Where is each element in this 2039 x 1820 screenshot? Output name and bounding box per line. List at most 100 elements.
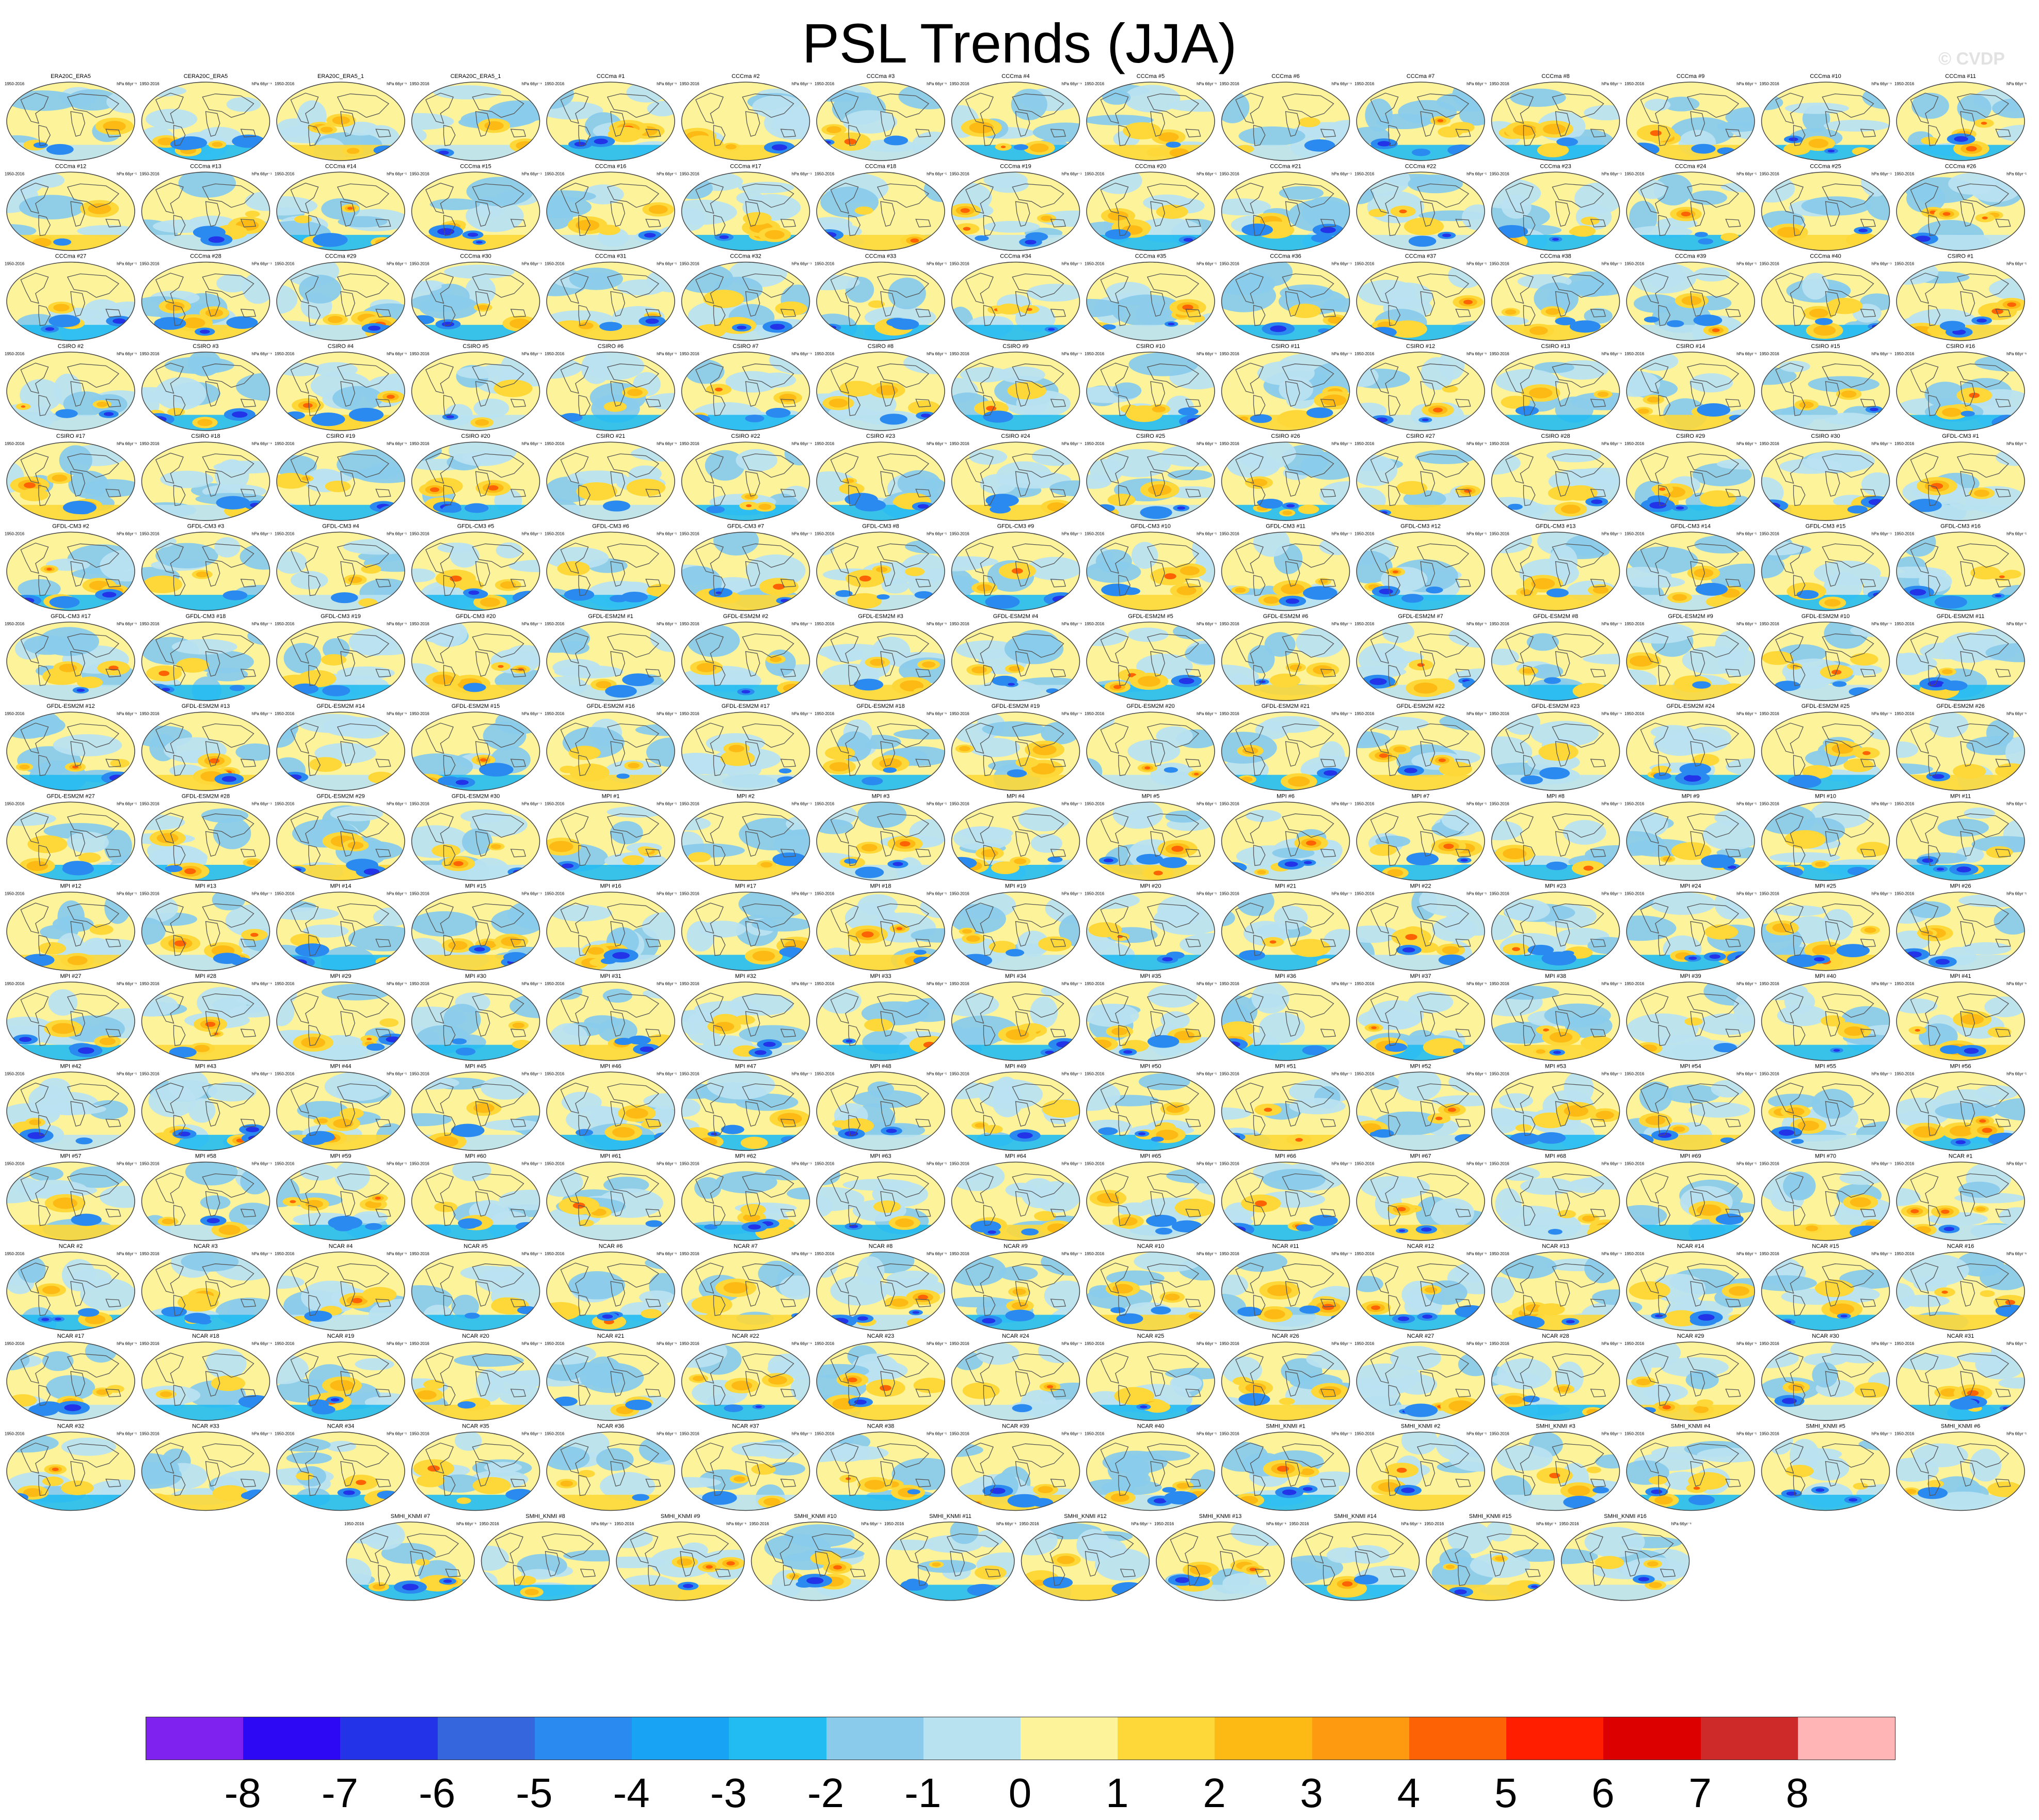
panel-units: hPa 66yr⁻¹ [1332,711,1352,716]
panel-units: hPa 66yr⁻¹ [927,622,947,626]
map-panel: MPI #1 1950-2016 hPa 66yr⁻¹ [545,793,677,881]
map-panel: NCAR #26 1950-2016 hPa 66yr⁻¹ [1220,1333,1352,1421]
panel-period: 1950-2016 [1355,711,1375,716]
panel-title: NCAR #24 [1002,1333,1029,1339]
map-panel: MPI #3 1950-2016 hPa 66yr⁻¹ [815,793,947,881]
panel-title: NCAR #1 [1949,1153,1972,1160]
panel-period: 1950-2016 [275,262,295,266]
panel-title: MPI #64 [1005,1153,1026,1160]
panel-period: 1950-2016 [1085,1252,1105,1256]
panel-units: hPa 66yr⁻¹ [1872,352,1892,356]
panel-period: 1950-2016 [275,1252,295,1256]
map-panel: SMHI_KNMI #15 1950-2016 hPa 66yr⁻¹ [1424,1513,1556,1601]
panel-period: 1950-2016 [1760,982,1780,986]
map-panel: MPI #21 1950-2016 hPa 66yr⁻¹ [1220,883,1352,971]
map-panel: CSIRO #23 1950-2016 hPa 66yr⁻¹ [815,433,947,521]
map-panel: NCAR #36 1950-2016 hPa 66yr⁻¹ [545,1423,677,1511]
panel-units: hPa 66yr⁻¹ [1872,1162,1892,1166]
panel-period: 1950-2016 [1355,262,1375,266]
panel-units: hPa 66yr⁻¹ [792,352,812,356]
panel-period: 1950-2016 [1424,1522,1444,1526]
map-panel: NCAR #39 1950-2016 hPa 66yr⁻¹ [950,1423,1082,1511]
map-panel: MPI #43 1950-2016 hPa 66yr⁻¹ [140,1063,272,1151]
panel-units: hPa 66yr⁻¹ [1602,711,1622,716]
panel-period: 1950-2016 [275,982,295,986]
panel-period: 1950-2016 [1760,441,1780,446]
colorbar-box [243,1717,341,1760]
panel-period: 1950-2016 [1490,262,1510,266]
panel-units: hPa 66yr⁻¹ [657,1162,677,1166]
panel-units: hPa 66yr⁻¹ [1062,1252,1082,1256]
panel-period: 1950-2016 [815,532,835,536]
panel-units: hPa 66yr⁻¹ [387,1432,407,1436]
panel-units: hPa 66yr⁻¹ [252,532,272,536]
panel-units: hPa 66yr⁻¹ [927,982,947,986]
panel-units: hPa 66yr⁻¹ [522,1071,542,1076]
panel-title: SMHI_KNMI #2 [1401,1423,1440,1430]
map-panel: NCAR #11 1950-2016 hPa 66yr⁻¹ [1220,1243,1352,1331]
map-panel: GFDL-ESM2M #1 1950-2016 hPa 66yr⁻¹ [545,613,677,701]
panel-units: hPa 66yr⁻¹ [927,82,947,86]
panel-title: CERA20C_ERA5_1 [451,73,501,80]
panel-period: 1950-2016 [545,441,565,446]
panel-units: hPa 66yr⁻¹ [1602,982,1622,986]
map-panel: CSIRO #16 1950-2016 hPa 66yr⁻¹ [1894,343,2027,431]
panel-period: 1950-2016 [5,892,25,896]
map-panel: CSIRO #10 1950-2016 hPa 66yr⁻¹ [1085,343,1217,431]
panel-units: hPa 66yr⁻¹ [252,982,272,986]
panel-title: MPI #2 [737,793,755,799]
map-panel: NCAR #16 1950-2016 hPa 66yr⁻¹ [1894,1243,2027,1331]
map-panel: MPI #39 1950-2016 hPa 66yr⁻¹ [1624,973,1757,1061]
map-panel: CSIRO #18 1950-2016 hPa 66yr⁻¹ [140,433,272,521]
map-panel: MPI #70 1950-2016 hPa 66yr⁻¹ [1760,1153,1892,1241]
panel-period: 1950-2016 [1624,1432,1645,1436]
panel-title: SMHI_KNMI #15 [1469,1513,1512,1520]
map-panel: GFDL-ESM2M #28 1950-2016 hPa 66yr⁻¹ [140,793,272,881]
panel-units: hPa 66yr⁻¹ [252,622,272,626]
map-panel: CSIRO #11 1950-2016 hPa 66yr⁻¹ [1220,343,1352,431]
panel-title: CSIRO #9 [1002,343,1028,350]
map-panel: CCCma #20 1950-2016 hPa 66yr⁻¹ [1085,163,1217,251]
panel-units: hPa 66yr⁻¹ [1467,171,1487,176]
panel-title: NCAR #14 [1677,1243,1705,1249]
panel-units: hPa 66yr⁻¹ [996,1522,1016,1526]
map-panel: CCCma #25 1950-2016 hPa 66yr⁻¹ [1760,163,1892,251]
map-panel: CCCma #30 1950-2016 hPa 66yr⁻¹ [410,254,542,341]
panel-period: 1950-2016 [410,262,430,266]
panel-title: CSIRO #7 [732,343,758,350]
panel-units: hPa 66yr⁻¹ [1197,1071,1217,1076]
panel-units: hPa 66yr⁻¹ [1467,982,1487,986]
panel-title: GFDL-ESM2M #27 [46,793,95,799]
panel-units: hPa 66yr⁻¹ [792,1341,812,1346]
map-panel: GFDL-ESM2M #17 1950-2016 hPa 66yr⁻¹ [680,703,812,791]
colorbar-tick-label: -4 [613,1770,650,1816]
panel-period: 1950-2016 [1154,1522,1174,1526]
panel-units: hPa 66yr⁻¹ [792,441,812,446]
panel-units: hPa 66yr⁻¹ [252,1071,272,1076]
panel-units: hPa 66yr⁻¹ [1737,262,1757,266]
panel-period: 1950-2016 [1220,892,1240,896]
map-panel: ERA20C_ERA5 1950-2016 hPa 66yr⁻¹ [5,73,137,161]
map-panel: NCAR #23 1950-2016 hPa 66yr⁻¹ [815,1333,947,1421]
panel-period: 1950-2016 [1894,1252,1915,1256]
map-panel: CCCma #8 1950-2016 hPa 66yr⁻¹ [1490,73,1622,161]
panel-title: CSIRO #22 [731,433,760,439]
panel-period: 1950-2016 [1894,532,1915,536]
panel-units: hPa 66yr⁻¹ [117,441,137,446]
panel-units: hPa 66yr⁻¹ [522,1432,542,1436]
panel-title: GFDL-CM3 #11 [1266,524,1305,530]
panel-units: hPa 66yr⁻¹ [1467,1071,1487,1076]
map-panel: SMHI_KNMI #7 1950-2016 hPa 66yr⁻¹ [344,1513,476,1601]
panel-period: 1950-2016 [5,1162,25,1166]
panel-period: 1950-2016 [275,1432,295,1436]
panel-period: 1950-2016 [1085,1071,1105,1076]
map-panel: MPI #9 1950-2016 hPa 66yr⁻¹ [1624,793,1757,881]
map-panel: MPI #45 1950-2016 hPa 66yr⁻¹ [410,1063,542,1151]
panel-period: 1950-2016 [410,171,430,176]
panel-units: hPa 66yr⁻¹ [2006,1432,2027,1436]
panel-units: hPa 66yr⁻¹ [927,1162,947,1166]
map-panel: CSIRO #9 1950-2016 hPa 66yr⁻¹ [950,343,1082,431]
panel-period: 1950-2016 [1894,262,1915,266]
panel-period: 1950-2016 [1220,1341,1240,1346]
